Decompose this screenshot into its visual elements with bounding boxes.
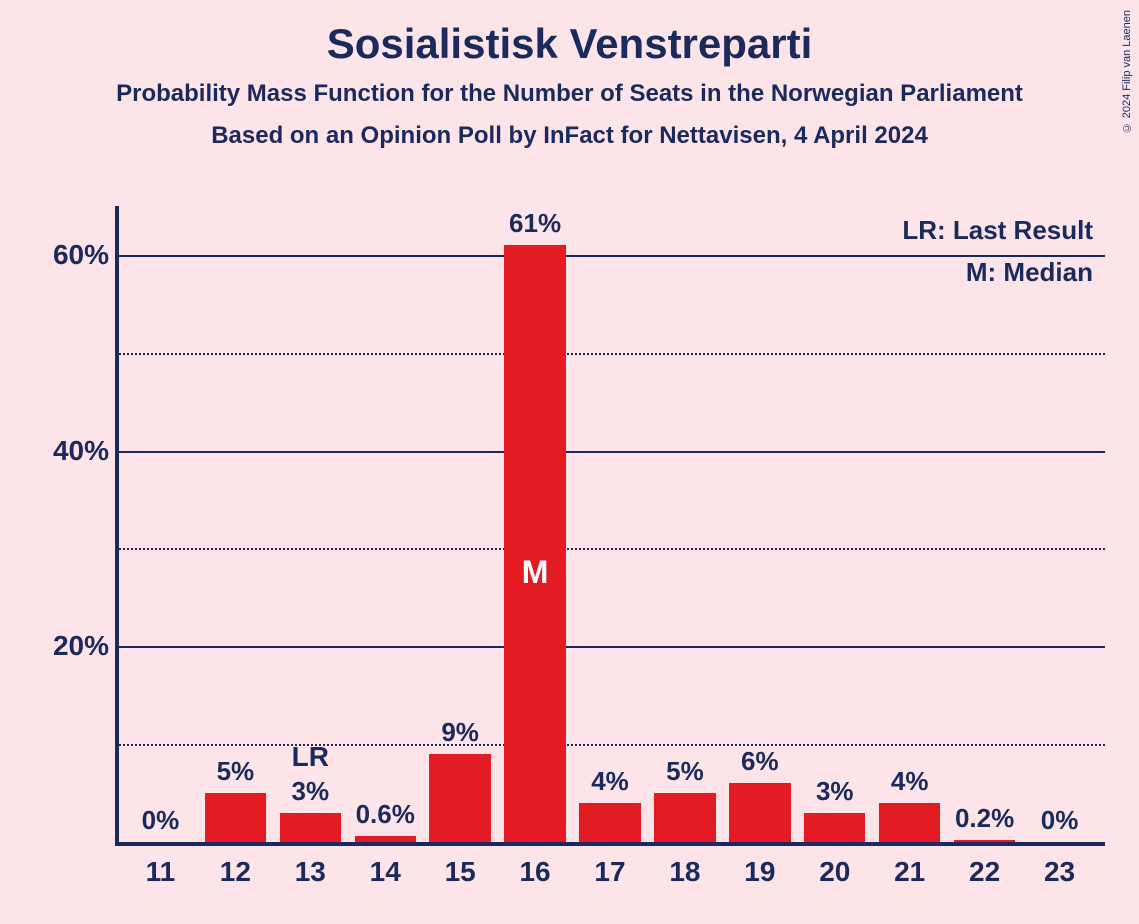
legend-m: M: Median [902, 252, 1093, 294]
bar [729, 783, 790, 842]
x-axis-label: 18 [669, 856, 700, 888]
chart-subtitle-1: Probability Mass Function for the Number… [0, 80, 1139, 108]
bar-value-label: 9% [441, 717, 479, 748]
bar [954, 840, 1015, 842]
bar [205, 793, 266, 842]
x-axis-label: 15 [445, 856, 476, 888]
x-axis-label: 19 [744, 856, 775, 888]
bar [355, 836, 416, 842]
x-axis-label: 14 [370, 856, 401, 888]
chart-title: Sosialistisk Venstreparti [0, 0, 1139, 68]
gridline-minor [119, 744, 1105, 746]
x-axis [115, 842, 1105, 846]
bar-value-label: 4% [591, 766, 629, 797]
bar [280, 813, 341, 842]
last-result-marker: LR [292, 741, 329, 773]
x-axis-label: 13 [295, 856, 326, 888]
bar-value-label: 0.2% [955, 803, 1014, 834]
bar-value-label: 5% [666, 756, 704, 787]
chart-legend: LR: Last Result M: Median [902, 210, 1093, 293]
x-axis-label: 22 [969, 856, 1000, 888]
bar [879, 803, 940, 842]
legend-lr: LR: Last Result [902, 210, 1093, 252]
bar-value-label: 6% [741, 746, 779, 777]
y-axis-label: 60% [53, 239, 109, 271]
x-axis-label: 20 [819, 856, 850, 888]
gridline-major [119, 255, 1105, 257]
x-axis-label: 11 [146, 856, 176, 888]
bar-value-label: 5% [217, 756, 255, 787]
y-axis [115, 206, 119, 846]
bar [804, 813, 865, 842]
gridline-major [119, 451, 1105, 453]
bar [504, 245, 565, 842]
x-axis-label: 21 [894, 856, 925, 888]
gridline-minor [119, 548, 1105, 550]
bar-value-label: 4% [891, 766, 929, 797]
y-axis-label: 40% [53, 435, 109, 467]
bar-value-label: 61% [509, 208, 561, 239]
chart-plot-area: LR: Last Result M: Median 0%5%3%LR0.6%9%… [115, 206, 1105, 846]
bar-value-label: 0% [142, 805, 180, 836]
y-axis-label: 20% [53, 630, 109, 662]
x-axis-label: 23 [1044, 856, 1075, 888]
bar [654, 793, 715, 842]
bar-value-label: 0% [1041, 805, 1079, 836]
chart-subtitle-2: Based on an Opinion Poll by InFact for N… [0, 122, 1139, 150]
bar [579, 803, 640, 842]
gridline-major [119, 646, 1105, 648]
x-axis-label: 16 [519, 856, 550, 888]
median-marker: M [522, 554, 549, 591]
bar [429, 754, 490, 842]
bar-value-label: 0.6% [356, 799, 415, 830]
bar-value-label: 3% [816, 776, 854, 807]
bar-value-label: 3% [292, 776, 330, 807]
x-axis-label: 17 [594, 856, 625, 888]
gridline-minor [119, 353, 1105, 355]
copyright-text: © 2024 Filip van Laenen [1121, 10, 1133, 133]
x-axis-label: 12 [220, 856, 251, 888]
